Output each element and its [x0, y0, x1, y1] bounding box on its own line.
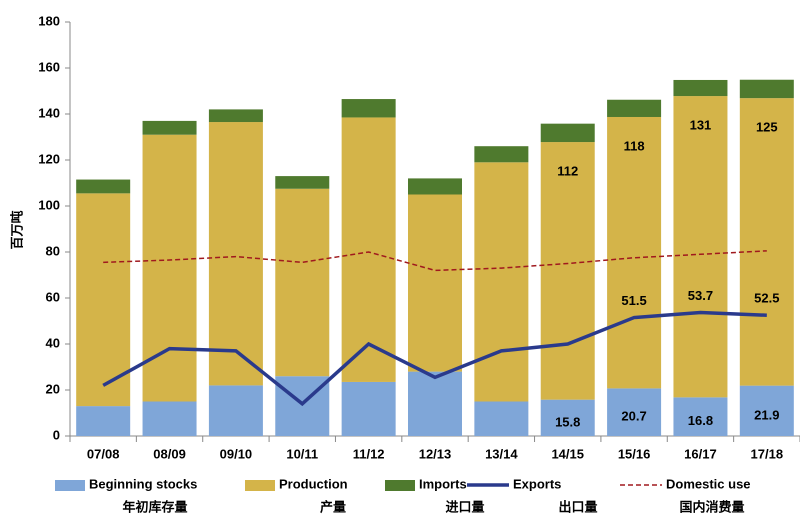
x-tick-label: 15/16	[618, 446, 651, 461]
legend-label: Exports	[513, 476, 561, 491]
data-label: 118	[624, 138, 645, 153]
bar-segment	[673, 397, 728, 436]
bar-segment	[76, 406, 131, 436]
bar-segment	[408, 371, 462, 436]
legend-swatch	[385, 480, 415, 491]
bar-segment	[275, 188, 330, 377]
legend-label-cn: 产量	[320, 499, 346, 514]
bar-segment	[275, 176, 330, 189]
bar-segment	[142, 120, 197, 135]
legend-label: Domestic use	[666, 476, 751, 491]
data-label: 15.8	[555, 414, 580, 429]
data-label: 131	[690, 117, 712, 132]
legend-label: Imports	[419, 476, 467, 491]
x-tick-label: 11/12	[353, 446, 385, 461]
legend-label-cn: 年初库存量	[122, 499, 187, 514]
bar-segment	[673, 96, 728, 398]
x-tick-label: 13/14	[485, 446, 518, 461]
bar-segment	[540, 123, 595, 143]
bar-segment	[607, 99, 662, 117]
y-tick-label: 160	[38, 59, 60, 74]
data-label: 21.9	[754, 407, 779, 422]
x-tick-label: 08/09	[153, 446, 186, 461]
x-tick-label: 14/15	[551, 446, 584, 461]
bar-segment	[739, 98, 794, 386]
bar-segment	[341, 99, 396, 118]
bar-segment	[142, 401, 197, 436]
y-tick-label: 40	[46, 335, 60, 350]
legend-label: Production	[279, 476, 348, 491]
data-label: 53.7	[688, 288, 713, 303]
bar-segment	[208, 109, 263, 123]
x-tick-label: 07/08	[87, 446, 120, 461]
bar-segment	[540, 399, 595, 436]
bar-segment	[208, 385, 263, 436]
y-tick-label: 0	[53, 427, 60, 442]
line-series	[102, 310, 767, 407]
legend-label: Beginning stocks	[89, 476, 197, 491]
legend-swatch	[55, 480, 85, 491]
bar-segment	[408, 178, 462, 195]
y-tick-label: 120	[38, 151, 60, 166]
legend-swatch	[245, 480, 275, 491]
y-tick-label: 80	[46, 243, 60, 258]
data-label: 16.8	[688, 413, 713, 428]
bar-segment	[408, 194, 462, 372]
bar-segment	[474, 401, 529, 436]
legend-label-cn: 出口量	[558, 499, 597, 514]
bar-segment	[76, 193, 131, 407]
legend-label-cn: 进口量	[445, 499, 484, 514]
bar-segment	[474, 146, 529, 163]
x-tick-label: 17/18	[751, 446, 784, 461]
x-tick-label: 16/17	[684, 446, 717, 461]
y-tick-label: 180	[38, 13, 60, 28]
bar-segment	[208, 122, 263, 386]
bar-segment	[673, 79, 728, 97]
bar-segment	[341, 117, 396, 382]
data-label: 112	[557, 163, 578, 178]
legend-label-cn: 国内消费量	[679, 499, 744, 514]
y-axis-title: 百万吨	[9, 210, 24, 249]
bar-segment	[341, 381, 396, 436]
data-label: 52.5	[754, 291, 779, 306]
bar-segment	[474, 162, 529, 402]
bar-segment	[76, 179, 131, 194]
bar-segment	[540, 142, 595, 400]
y-tick-label: 140	[38, 105, 60, 120]
bar-segment	[739, 385, 794, 436]
data-label: 125	[756, 120, 778, 135]
y-tick-label: 20	[46, 381, 60, 396]
bar-segment	[142, 134, 197, 402]
y-tick-label: 100	[38, 197, 60, 212]
data-label: 51.5	[621, 293, 646, 308]
bar-segment	[739, 79, 794, 99]
bar-segment	[607, 116, 662, 389]
x-tick-label: 12/13	[419, 446, 452, 461]
data-label: 20.7	[621, 409, 646, 424]
x-tick-label: 10/11	[286, 446, 318, 461]
bar-segment	[607, 388, 662, 436]
y-tick-label: 60	[46, 289, 60, 304]
x-tick-label: 09/10	[220, 446, 253, 461]
